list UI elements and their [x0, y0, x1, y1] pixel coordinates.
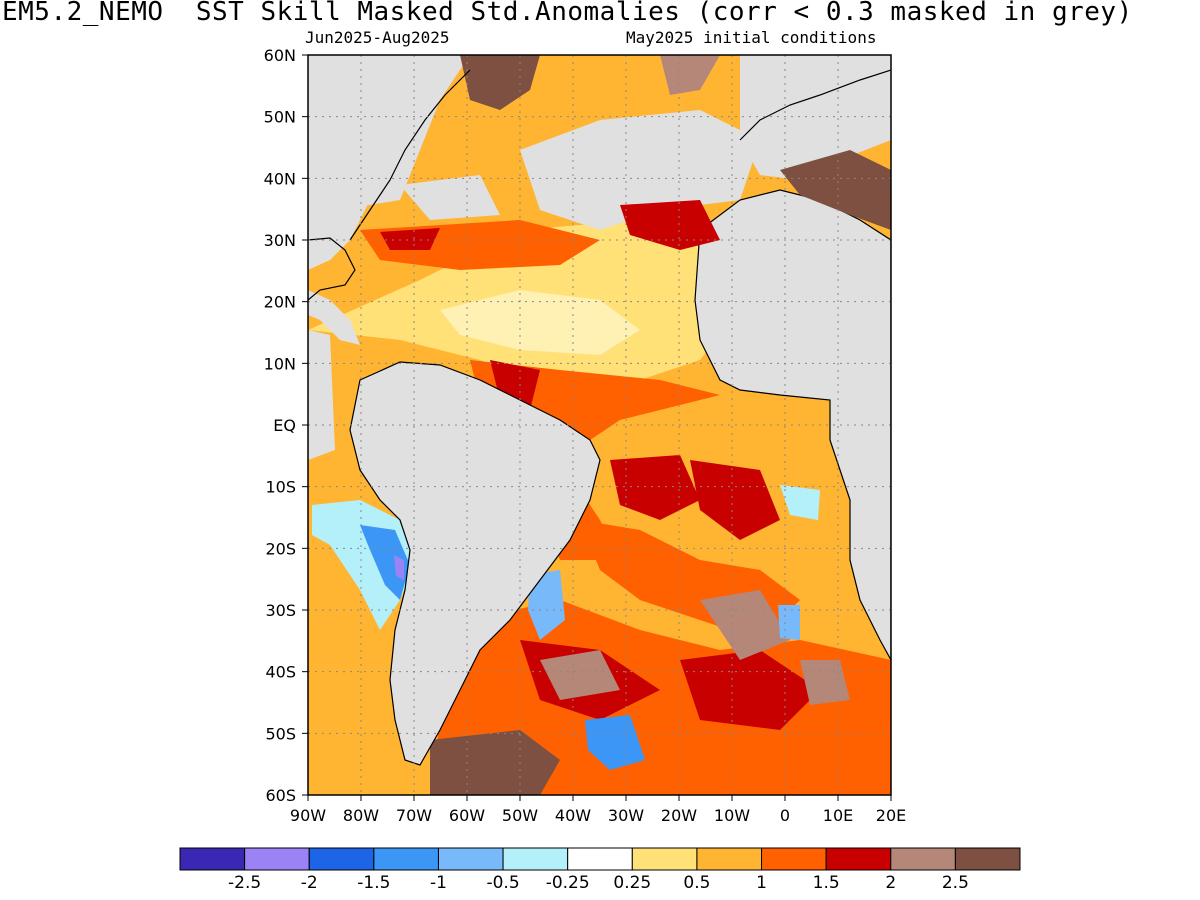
- colorbar-label: 1: [756, 873, 767, 893]
- colorbar-swatch: [437, 847, 504, 871]
- lat-tick-label: 30N: [264, 231, 296, 250]
- central-america-land: [308, 290, 360, 345]
- colorbar-label: -1: [430, 873, 447, 893]
- lat-tick-label: 20S: [265, 539, 296, 558]
- lon-tick-label: 80W: [343, 806, 379, 825]
- lat-tick-label: 30S: [265, 601, 296, 620]
- colorbar-label: 2: [885, 873, 896, 893]
- lat-tick-label: 50N: [264, 108, 296, 127]
- colorbar-label: -0.25: [546, 873, 590, 893]
- lat-tick-label: 10S: [265, 478, 296, 497]
- colorbar-label: 0.25: [613, 873, 651, 893]
- latitude-axis: 60N 50N 40N 30N 20N 10N EQ 10S 20S 30S 40S 50S 60S: [264, 46, 308, 805]
- lon-tick-label: 50W: [502, 806, 538, 825]
- anomaly-patch-extreme: [430, 730, 560, 795]
- anomaly-patch-strong: [680, 650, 820, 730]
- colorbar-label: -1.5: [357, 873, 390, 893]
- lon-tick-label: 20E: [876, 806, 906, 825]
- colorbar-swatch: [502, 847, 569, 871]
- colorbar-label: 1.5: [813, 873, 840, 893]
- north-america-land: [308, 55, 450, 270]
- lon-tick-label: 10E: [823, 806, 853, 825]
- longitude-axis: 90W 80W 70W 60W 50W 40W 30W 20W 10W 0 10E 20E: [290, 795, 906, 825]
- coastline-gulf: [308, 237, 356, 301]
- colorbar-label: 0.5: [683, 873, 710, 893]
- colorbar-label: -2: [301, 873, 318, 893]
- south-america-land: [349, 361, 601, 766]
- gridlines: [308, 55, 891, 795]
- anomaly-negative-strong: [394, 555, 404, 580]
- colorbar-swatch: [179, 847, 246, 871]
- anomaly-patch-strong: [610, 455, 700, 520]
- colorbar-swatch: [308, 847, 375, 871]
- lon-tick-label: 60W: [449, 806, 485, 825]
- colorbar-label: -2.5: [228, 873, 261, 893]
- lat-tick-label: 40S: [265, 663, 296, 682]
- anomaly-patch-light: [440, 290, 640, 355]
- forecast-period: Jun2025-Aug2025: [305, 28, 450, 47]
- anomaly-negative: [585, 715, 645, 770]
- colorbar-swatch: [696, 847, 763, 871]
- colorbar-swatch: [761, 847, 827, 871]
- lat-tick-label: 50S: [265, 724, 296, 743]
- colorbar-swatch: [631, 847, 698, 871]
- coastline-north-america: [349, 69, 471, 241]
- anomaly-patch-very-strong: [700, 590, 790, 660]
- masked-low-skill: [400, 175, 500, 220]
- lon-tick-label: 20W: [661, 806, 697, 825]
- colorbar-swatch: [890, 847, 956, 871]
- colorbar-swatch: [954, 847, 1021, 871]
- map-title: EM5.2_NEMO SST Skill Masked Std.Anomalie…: [2, 0, 1133, 27]
- colorbar-swatch: [567, 847, 633, 871]
- anomaly-patch-very-strong: [540, 650, 620, 700]
- lon-tick-label: 10W: [714, 806, 750, 825]
- lon-tick-label: 0: [780, 806, 790, 825]
- anomaly-negative-light: [780, 485, 820, 520]
- initial-conditions: May2025 initial conditions: [626, 28, 877, 47]
- lon-tick-label: 30W: [608, 806, 644, 825]
- anomaly-negative: [528, 570, 565, 640]
- anomaly-negative: [778, 605, 800, 640]
- anomaly-patch-strong: [690, 460, 780, 540]
- lat-tick-label: 60N: [264, 46, 296, 65]
- colorbar-swatch: [244, 847, 310, 871]
- anomaly-patch-very-strong: [660, 55, 720, 95]
- colorbar-swatch: [373, 847, 439, 871]
- lon-tick-label: 90W: [290, 806, 326, 825]
- lon-tick-label: 40W: [555, 806, 591, 825]
- lat-tick-label: 20N: [264, 293, 296, 312]
- anomaly-patch-strong: [380, 228, 440, 250]
- masked-low-skill: [308, 330, 335, 460]
- anomaly-patch-strong: [620, 200, 720, 250]
- colorbar-label: 2.5: [942, 873, 969, 893]
- lat-tick-label: 40N: [264, 169, 296, 188]
- lon-tick-label: 70W: [396, 806, 432, 825]
- colorbar: -2.5 -2 -1.5 -1 -0.5 -0.25 0.25 0.5 1 1.5 2 2.5: [179, 847, 1021, 893]
- lat-tick-label: 10N: [264, 354, 296, 373]
- anomaly-patch-extreme: [460, 55, 540, 110]
- map-field: [308, 55, 891, 795]
- lat-tick-label: EQ: [273, 416, 296, 435]
- europe-land: [740, 55, 891, 180]
- colorbar-label: -0.5: [486, 873, 519, 893]
- anomaly-negative: [360, 525, 410, 600]
- coastline-europe: [739, 69, 891, 141]
- colorbar-swatch: [825, 847, 892, 871]
- lat-tick-label: 60S: [265, 786, 296, 805]
- mediterranean-anomaly: [780, 150, 891, 230]
